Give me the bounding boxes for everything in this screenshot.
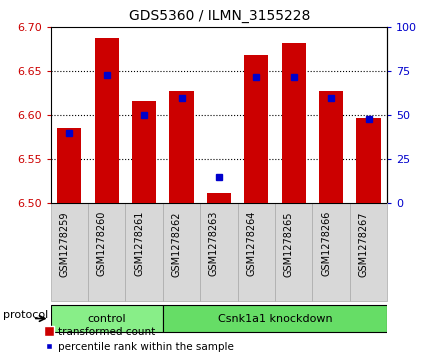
Text: GSM1278267: GSM1278267: [359, 211, 368, 277]
Bar: [169, 91, 194, 203]
Bar: [282, 43, 306, 203]
FancyBboxPatch shape: [125, 203, 163, 301]
FancyBboxPatch shape: [163, 305, 387, 333]
Bar: [244, 56, 268, 203]
Text: Csnk1a1 knockdown: Csnk1a1 knockdown: [218, 314, 332, 323]
Bar: [207, 193, 231, 203]
FancyBboxPatch shape: [275, 203, 312, 301]
Text: GSM1278265: GSM1278265: [284, 211, 294, 277]
Text: GSM1278261: GSM1278261: [134, 211, 144, 277]
FancyBboxPatch shape: [350, 203, 387, 301]
Text: GSM1278266: GSM1278266: [321, 211, 331, 277]
Text: GSM1278262: GSM1278262: [172, 211, 181, 277]
Text: GSM1278264: GSM1278264: [246, 211, 256, 277]
Text: control: control: [88, 314, 126, 323]
Text: GSM1278260: GSM1278260: [97, 211, 107, 277]
Text: GDS5360 / ILMN_3155228: GDS5360 / ILMN_3155228: [129, 9, 311, 23]
FancyBboxPatch shape: [238, 203, 275, 301]
Bar: [319, 91, 343, 203]
FancyBboxPatch shape: [88, 203, 125, 301]
FancyBboxPatch shape: [312, 203, 350, 301]
FancyBboxPatch shape: [51, 305, 163, 333]
Text: protocol: protocol: [3, 310, 48, 321]
FancyBboxPatch shape: [200, 203, 238, 301]
Text: GSM1278263: GSM1278263: [209, 211, 219, 277]
Bar: [132, 101, 156, 203]
Bar: [356, 118, 381, 203]
FancyBboxPatch shape: [163, 203, 200, 301]
Bar: [57, 129, 81, 203]
Bar: [95, 38, 119, 203]
Legend: transformed count, percentile rank within the sample: transformed count, percentile rank withi…: [40, 322, 238, 356]
Text: GSM1278259: GSM1278259: [59, 211, 70, 277]
FancyBboxPatch shape: [51, 203, 88, 301]
